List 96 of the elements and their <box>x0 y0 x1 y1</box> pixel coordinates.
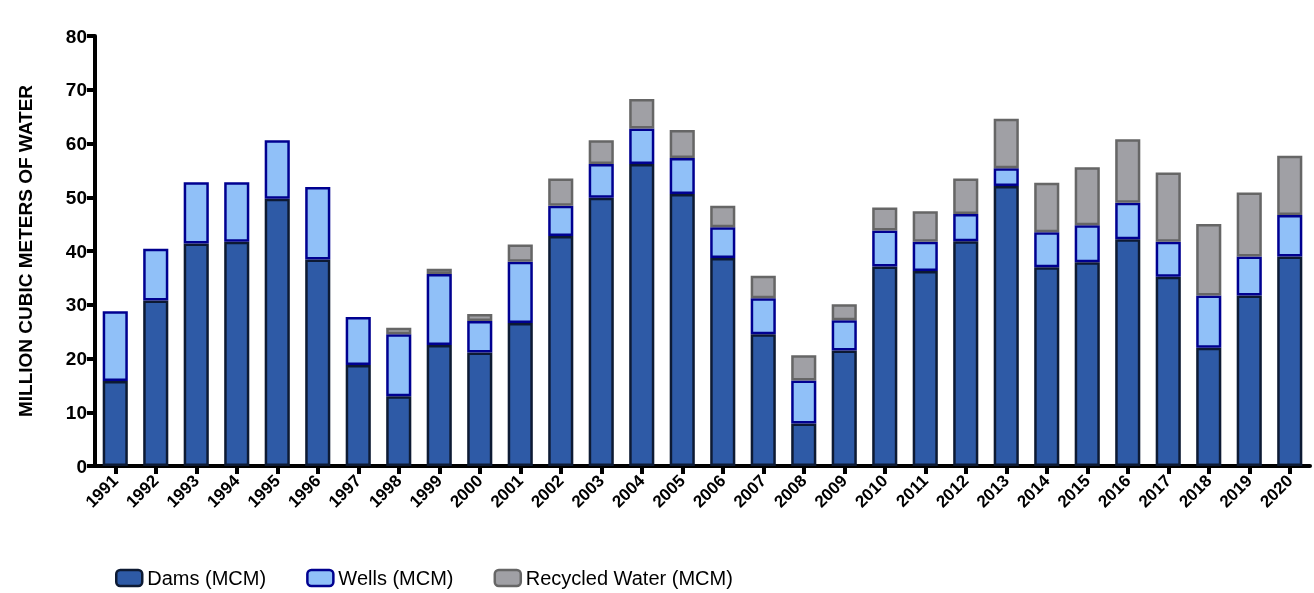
bar <box>1155 276 1181 466</box>
bar <box>467 352 493 466</box>
bar <box>183 182 209 244</box>
bar <box>1196 295 1222 348</box>
bar <box>305 187 331 260</box>
bar <box>629 163 655 466</box>
bar <box>305 259 331 466</box>
bar <box>1277 155 1303 215</box>
bar <box>1196 224 1222 296</box>
bar <box>264 140 290 199</box>
bar <box>953 213 979 242</box>
bar <box>1155 172 1181 242</box>
bar <box>710 205 736 228</box>
bar <box>264 198 290 466</box>
bar <box>669 194 695 466</box>
y-tick-label: 0 <box>76 455 87 477</box>
y-tick-label: 40 <box>65 240 87 262</box>
bar <box>1236 256 1262 296</box>
bar <box>143 248 169 301</box>
bar <box>548 235 574 466</box>
bar <box>831 350 857 466</box>
bar <box>548 205 574 236</box>
bar <box>386 396 412 466</box>
bar <box>750 334 776 466</box>
bar <box>791 380 817 424</box>
bar <box>912 211 938 242</box>
bar <box>183 243 209 466</box>
bar <box>386 334 412 397</box>
bar <box>1034 182 1060 233</box>
bar <box>1074 262 1100 466</box>
bar <box>791 423 817 466</box>
y-tick-label: 20 <box>65 348 87 369</box>
bar <box>912 270 938 466</box>
bar <box>750 298 776 335</box>
y-tick-label: 10 <box>65 401 87 423</box>
bar <box>426 345 452 466</box>
bar <box>1236 192 1262 257</box>
legend-label: Dams (MCM) <box>147 567 267 589</box>
bar <box>143 300 169 466</box>
bar <box>1115 239 1141 466</box>
bar <box>426 268 452 275</box>
bar <box>102 311 128 382</box>
bar <box>629 128 655 164</box>
bar <box>872 230 898 267</box>
legend-label: Recycled Water (MCM) <box>525 567 733 589</box>
bar <box>1236 295 1262 466</box>
bar <box>507 323 533 466</box>
bar <box>669 158 695 195</box>
legend-label: Wells (MCM) <box>338 567 454 589</box>
bar <box>993 118 1019 169</box>
bar <box>831 320 857 351</box>
y-tick-label: 80 <box>65 25 87 47</box>
bar <box>993 168 1019 186</box>
y-tick-label: 70 <box>65 79 87 101</box>
y-tick-label: 50 <box>65 186 87 208</box>
bar <box>507 261 533 324</box>
bar <box>345 364 371 466</box>
bar <box>953 241 979 466</box>
bar <box>750 275 776 299</box>
bar <box>710 227 736 258</box>
bar <box>588 140 614 164</box>
bar <box>1155 241 1181 277</box>
bar <box>1115 202 1141 240</box>
bar <box>467 313 493 321</box>
bar <box>912 241 938 271</box>
bar <box>102 381 128 466</box>
bar <box>467 320 493 353</box>
bar <box>386 327 412 335</box>
bar <box>507 244 533 262</box>
bar <box>993 185 1019 466</box>
bar <box>1074 225 1100 263</box>
bar <box>953 178 979 214</box>
bar <box>1034 232 1060 268</box>
y-axis-title: MILLION CUBIC METERS OF WATER <box>15 84 36 418</box>
bar <box>831 304 857 321</box>
bar <box>588 163 614 198</box>
bar <box>1196 347 1222 466</box>
bar <box>345 317 371 365</box>
bar <box>224 182 250 242</box>
bar <box>548 178 574 206</box>
bar <box>1034 267 1060 466</box>
y-tick-label: 30 <box>65 294 87 316</box>
bar <box>669 130 695 159</box>
bar <box>1277 256 1303 466</box>
bar <box>1277 214 1303 257</box>
bar <box>224 241 250 466</box>
bar <box>791 355 817 381</box>
bar <box>1115 139 1141 203</box>
bar <box>872 266 898 466</box>
bar <box>588 197 614 466</box>
bar <box>1074 167 1100 226</box>
bar <box>710 257 736 466</box>
bar <box>426 274 452 346</box>
bar <box>872 207 898 231</box>
bar <box>629 98 655 129</box>
y-tick-label: 60 <box>65 133 87 154</box>
